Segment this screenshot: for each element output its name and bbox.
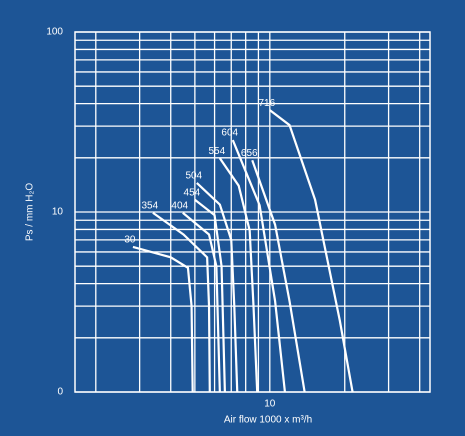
fan-curve	[182, 211, 221, 393]
x-axis-title: Air flow 1000 x m³/h	[224, 415, 312, 426]
fan-curve	[132, 245, 194, 393]
curve-label: 454	[184, 187, 201, 198]
fan-curve	[231, 139, 287, 393]
curve-label: 604	[221, 128, 238, 139]
y-tick-label: 100	[46, 27, 63, 38]
curve-label: 354	[142, 200, 159, 211]
fan-curve	[194, 198, 226, 393]
y-axis-title: Ps / mm H₂O	[25, 183, 36, 242]
fan-curve	[251, 159, 306, 393]
curve-label: 554	[209, 146, 226, 157]
curve-label: 716	[258, 98, 275, 109]
curve-label: 656	[241, 148, 258, 159]
fan-curve	[218, 157, 259, 393]
curve-label: 504	[185, 171, 202, 182]
fan-curve	[196, 182, 239, 393]
fan-curve	[152, 211, 211, 393]
fan-curve	[269, 109, 354, 393]
y-tick-label: 0	[57, 387, 63, 398]
x-tick-label: 10	[264, 399, 276, 410]
curve-label: 404	[171, 200, 188, 211]
curve-label: 30	[124, 235, 136, 246]
y-tick-label: 10	[52, 207, 64, 218]
